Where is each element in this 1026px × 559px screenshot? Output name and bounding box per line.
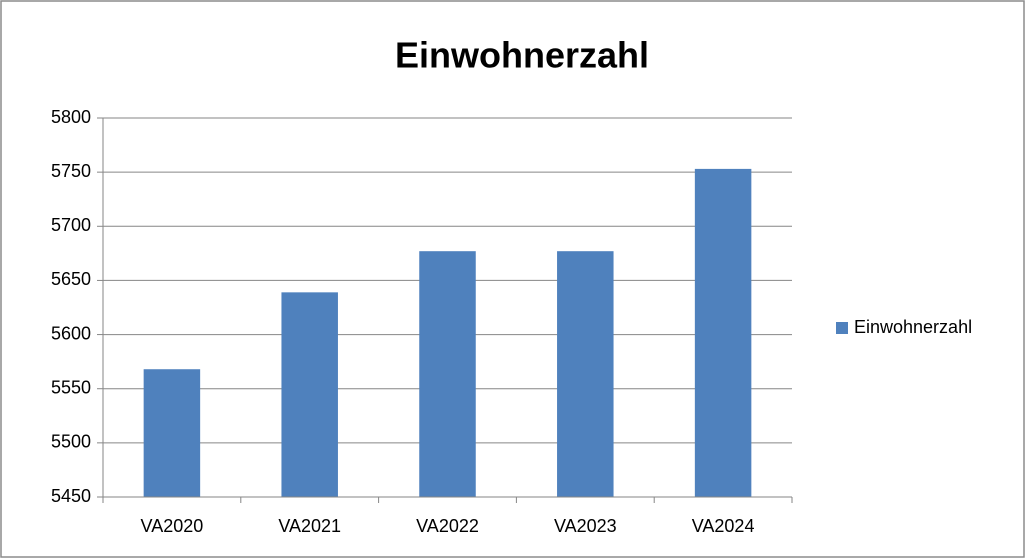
legend-swatch [836,322,848,334]
y-tick-label: 5600 [51,323,91,343]
x-tick-label: VA2020 [141,516,204,536]
chart-title: Einwohnerzahl [395,35,649,76]
bar [143,369,201,497]
x-tick-label: VA2021 [278,516,341,536]
y-tick-label: 5700 [51,215,91,235]
bar [281,292,338,497]
legend-label: Einwohnerzahl [854,317,972,337]
bar [694,168,752,497]
bar [419,251,476,497]
y-tick-label: 5550 [51,377,91,397]
x-tick-label: VA2024 [692,516,755,536]
y-tick-label: 5750 [51,161,91,181]
bar [557,251,614,497]
y-tick-label: 5450 [51,486,91,506]
x-tick-label: VA2022 [416,516,479,536]
y-tick-label: 5650 [51,269,91,289]
y-tick-label: 5500 [51,432,91,452]
x-tick-label: VA2023 [554,516,617,536]
y-tick-label: 5800 [51,107,91,127]
